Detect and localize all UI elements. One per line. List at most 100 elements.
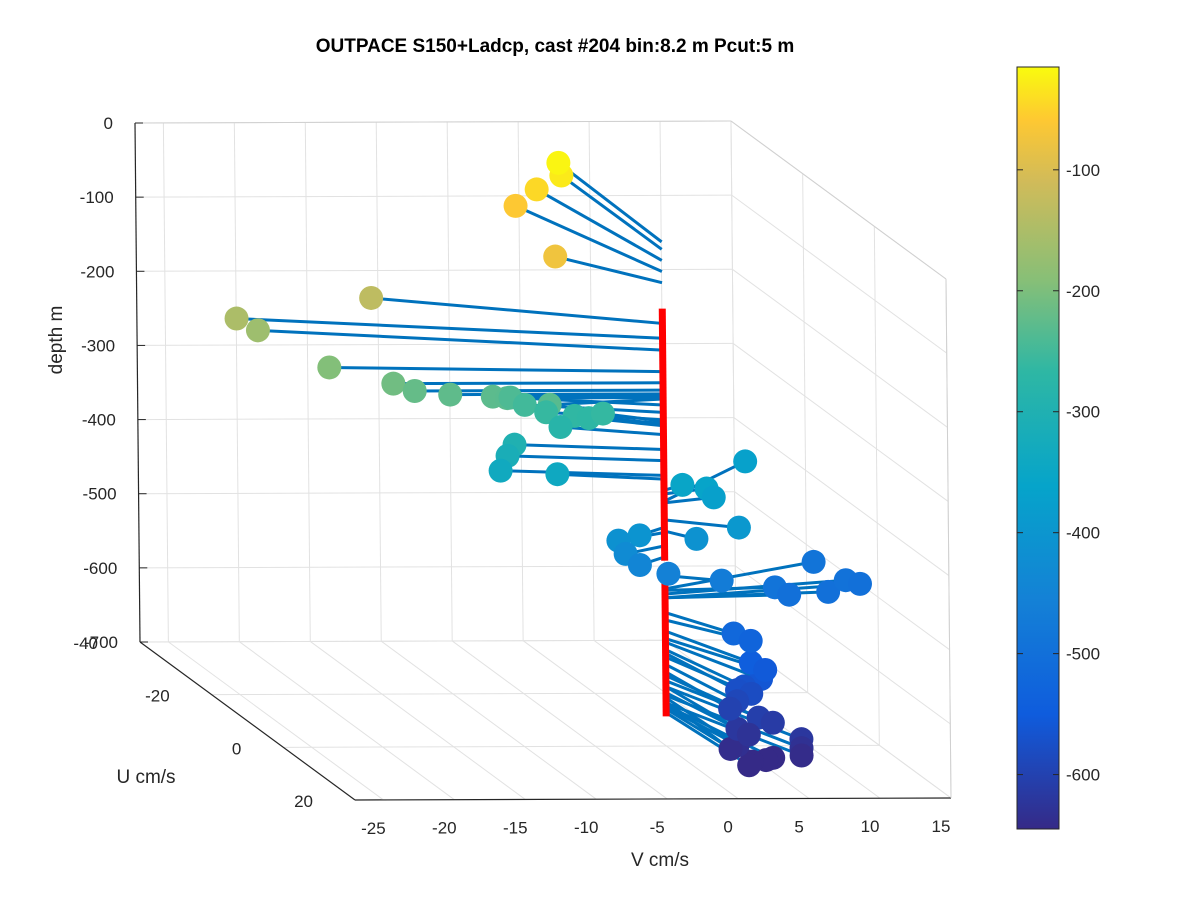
grid-line xyxy=(138,491,735,495)
velocity-stick xyxy=(236,317,663,340)
data-point xyxy=(801,549,826,574)
velocity-stick xyxy=(554,255,663,285)
data-point xyxy=(317,355,342,380)
x-tick-label: 5 xyxy=(794,817,803,836)
velocity-stick xyxy=(500,469,664,477)
x-tick-label: 15 xyxy=(932,817,951,836)
data-point xyxy=(789,743,814,768)
velocity-stick xyxy=(665,700,732,751)
grid-line xyxy=(873,226,880,746)
velocity-stick xyxy=(371,296,663,325)
velocity-stick xyxy=(557,161,663,244)
data-point xyxy=(760,710,785,735)
data-point xyxy=(738,628,763,653)
data-point xyxy=(359,285,384,310)
velocity-stick xyxy=(329,365,663,374)
x-tick-label: -15 xyxy=(503,818,528,837)
data-point xyxy=(684,526,709,551)
y-tick-label: 20 xyxy=(294,792,313,811)
velocity-stick xyxy=(560,425,664,437)
colorbar-gradient xyxy=(1017,67,1059,829)
y-tick-label: -20 xyxy=(145,687,170,706)
grid-line xyxy=(137,342,734,346)
velocity-stick xyxy=(664,518,740,530)
data-point xyxy=(488,458,513,483)
colorbar-tick-label: -200 xyxy=(1066,282,1100,301)
grid-line xyxy=(588,121,595,641)
grid-line xyxy=(733,417,950,576)
y-axis-line xyxy=(139,641,356,801)
y-tick-label: 0 xyxy=(232,739,241,758)
velocity-stick xyxy=(510,396,664,407)
colorbar-tick-label: -100 xyxy=(1066,161,1100,180)
data-point xyxy=(548,415,573,440)
data-point xyxy=(543,244,568,269)
x-tick-label: -20 xyxy=(432,819,457,838)
z-tick-label: -700 xyxy=(84,633,118,652)
data-point xyxy=(545,462,570,487)
data-point xyxy=(701,485,726,510)
velocity-stick xyxy=(257,328,663,352)
data-point xyxy=(709,568,734,593)
velocity-stick xyxy=(665,663,738,703)
z-tick-label: -200 xyxy=(80,262,114,281)
colorbar-tick-label: -500 xyxy=(1066,645,1100,664)
data-point xyxy=(590,401,615,426)
data-point xyxy=(847,571,872,596)
x-tick-label: -10 xyxy=(574,818,599,837)
data-point xyxy=(627,553,652,578)
y-axis-label: U cm/s xyxy=(116,767,175,788)
colorbar: -100 -200 -300 -400 -500 -600 xyxy=(1016,66,1100,830)
data-point xyxy=(726,515,751,540)
profile-line xyxy=(658,308,670,717)
data-point xyxy=(381,371,406,396)
z-tick-label: -100 xyxy=(80,188,114,207)
z-axis-line xyxy=(134,122,141,643)
grid-line xyxy=(304,122,311,642)
velocity-stick xyxy=(560,174,663,251)
grid-line xyxy=(730,120,737,641)
grid-line xyxy=(380,640,597,800)
box-edge xyxy=(134,120,732,124)
colorbar-ticks: -100 -200 -300 -400 -500 -600 xyxy=(1017,161,1100,785)
data-point xyxy=(670,472,695,497)
velocity-stick xyxy=(557,472,664,481)
velocity-stick xyxy=(514,204,663,273)
profile-segment xyxy=(658,308,669,561)
y-tick-label: -40 xyxy=(73,634,98,653)
colorbar-frame xyxy=(1016,66,1060,830)
grid-line xyxy=(593,640,810,799)
grid-line xyxy=(162,122,169,642)
x-axis-line xyxy=(354,797,952,801)
z-tick-label: -300 xyxy=(81,336,115,355)
data-layer xyxy=(224,150,872,778)
data-point xyxy=(816,579,841,604)
chart-title: OUTPACE S150+Ladcp, cast #204 bin:8.2 m … xyxy=(316,36,795,57)
z-tick-label: 0 xyxy=(104,114,113,133)
grid-line xyxy=(136,268,733,272)
grid-line xyxy=(802,173,809,693)
velocity-stick xyxy=(393,381,663,386)
data-point xyxy=(733,449,758,474)
axes-box xyxy=(134,120,952,801)
data-point xyxy=(438,382,463,407)
data-point xyxy=(753,657,778,682)
velocity-points xyxy=(224,150,872,778)
colorbar-tick-label: -400 xyxy=(1066,524,1100,543)
velocity-stick xyxy=(664,629,752,664)
colorbar-tick-label: -600 xyxy=(1066,766,1100,785)
data-point xyxy=(736,722,761,747)
velocity-stick xyxy=(535,188,663,262)
grid-line xyxy=(135,194,732,198)
x-tick-label: -5 xyxy=(650,818,665,837)
grid-line xyxy=(233,122,240,642)
velocity-stick xyxy=(514,443,664,451)
grid-line xyxy=(732,343,949,502)
z-tick-label: -400 xyxy=(82,411,116,430)
x-tick-label: 0 xyxy=(723,818,732,837)
data-point xyxy=(737,753,762,778)
data-point xyxy=(534,400,559,425)
data-point xyxy=(656,561,681,586)
data-point xyxy=(402,378,427,403)
